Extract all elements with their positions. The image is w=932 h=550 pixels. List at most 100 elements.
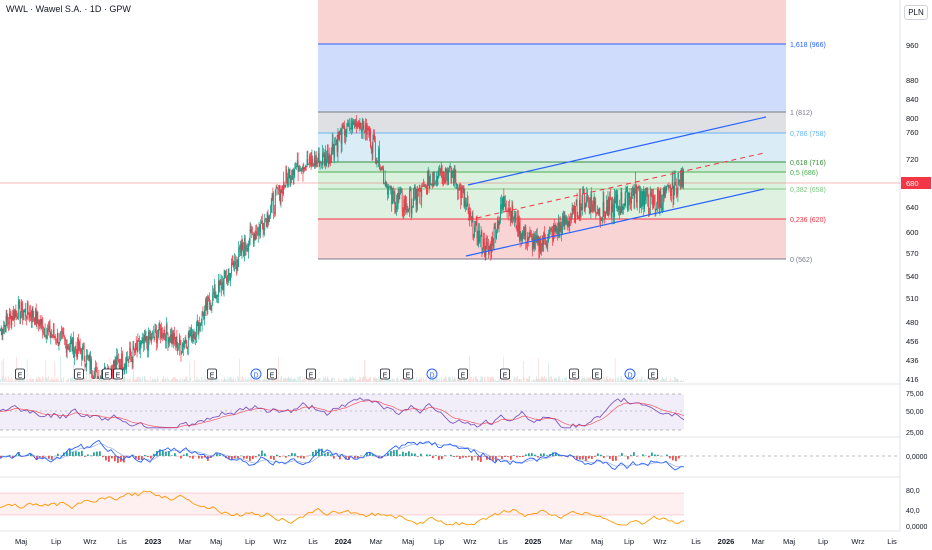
volume-bar <box>196 380 198 382</box>
candle-body <box>97 377 99 379</box>
volume-bar <box>247 378 248 382</box>
candle-body <box>663 187 665 196</box>
volume-bar <box>472 379 474 382</box>
candle-body <box>446 170 448 172</box>
trend-channel[interactable] <box>465 116 767 257</box>
candle-body <box>270 211 271 216</box>
fib-zone <box>318 44 786 112</box>
candle-body <box>595 206 597 214</box>
volume-bar <box>208 379 209 382</box>
volume-bar <box>398 381 400 382</box>
macd-histogram-bar <box>450 454 452 456</box>
macd-histogram-bar <box>90 455 92 456</box>
candle-body <box>336 139 338 153</box>
volume-bar <box>409 380 411 382</box>
candle-body <box>339 131 340 139</box>
candle-body <box>213 292 214 295</box>
volume-bar <box>538 358 540 382</box>
candle-body <box>303 167 305 170</box>
macd-histogram-bar <box>540 453 542 456</box>
candle-body <box>68 346 70 350</box>
macd-histogram-bar <box>489 456 491 461</box>
volume-bar <box>34 380 36 382</box>
macd-histogram-bar <box>492 456 494 461</box>
candle-body <box>159 323 161 330</box>
volume-bar <box>534 379 535 382</box>
volume-bar <box>434 380 435 382</box>
macd-histogram-bar <box>678 456 680 459</box>
candle-body <box>479 235 481 243</box>
volume-bar <box>375 378 377 382</box>
candle-body <box>113 361 114 377</box>
volume-bar <box>421 376 422 382</box>
volume-bar <box>682 380 683 382</box>
candle-body <box>26 316 27 319</box>
time-tick-label: Lis <box>117 537 127 546</box>
volume-bar <box>552 379 553 382</box>
volume-bar <box>323 380 325 382</box>
fibonacci-retracement[interactable]: 1,618 (966)1 (812)0,786 (758)0,618 (716)… <box>318 0 826 264</box>
volume-bar <box>617 378 618 382</box>
candle-body <box>509 208 510 213</box>
candle-body <box>171 334 173 344</box>
candle-body <box>65 340 67 353</box>
volume-bar <box>413 380 415 382</box>
macd-histogram-bar <box>273 456 275 460</box>
fib-zone <box>318 219 786 259</box>
candle-body <box>619 211 621 214</box>
currency-label[interactable]: PLN <box>904 5 928 20</box>
volume-bar <box>256 379 257 382</box>
volume-bar <box>60 377 62 382</box>
volume-bar <box>649 379 650 382</box>
candle-body <box>468 210 470 219</box>
macd-histogram-bar <box>666 454 668 456</box>
candle-body <box>272 194 274 196</box>
time-tick-label: Maj <box>591 537 603 546</box>
candle-body <box>61 331 63 333</box>
volume-bar <box>597 377 599 382</box>
candle-body <box>178 338 180 348</box>
volume-bar <box>663 378 665 382</box>
candle-body <box>400 188 401 194</box>
volume-bar <box>373 377 374 382</box>
macd-histogram-bar <box>285 456 287 458</box>
candle-body <box>641 203 643 207</box>
candle-body <box>501 207 503 210</box>
candle-body <box>234 261 236 265</box>
volume-bar <box>88 380 90 382</box>
volume-bar <box>249 376 251 382</box>
candle-body <box>64 336 66 339</box>
volume-bar <box>52 378 53 382</box>
macd-histogram-bar <box>57 453 59 456</box>
candle-body <box>657 188 658 205</box>
candle-body <box>553 225 554 241</box>
volume-bar <box>129 378 130 382</box>
volume-bar <box>298 376 300 382</box>
volume-bar <box>330 381 331 382</box>
macd-histogram-bar <box>111 456 113 459</box>
candle-body <box>111 368 113 370</box>
volume-bar <box>570 379 571 382</box>
volume-bar <box>63 376 65 382</box>
candle-body <box>204 303 206 310</box>
candle-body <box>27 303 29 314</box>
candle-body <box>35 308 37 324</box>
candle-body <box>503 196 505 206</box>
volume-bar <box>635 377 636 382</box>
volume-bar <box>535 376 537 382</box>
candle-body <box>358 123 360 129</box>
volume-bar <box>589 376 591 382</box>
candle-body <box>264 219 266 231</box>
volume-bar <box>524 381 526 382</box>
price-axis[interactable]: 9608808408007607206406005705405104804564… <box>901 41 931 531</box>
volume-bar <box>205 380 207 382</box>
price-candles[interactable] <box>0 115 900 380</box>
macd-histogram-bar <box>204 456 206 458</box>
candle-body <box>664 187 666 196</box>
time-axis[interactable]: Maj Lip Wrz Lis 2023 Mar Maj Lip Wrz Lis 2024 Mar Ma… <box>15 537 897 546</box>
candle-body <box>419 187 421 189</box>
macd-histogram-bar <box>474 456 476 457</box>
rsi-ma-line <box>0 400 685 428</box>
